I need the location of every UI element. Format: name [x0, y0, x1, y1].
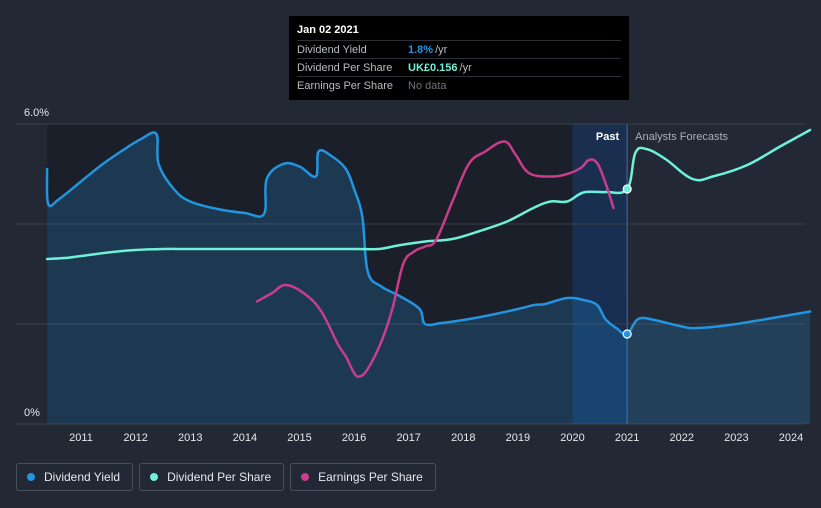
tooltip-value: No data	[408, 79, 447, 92]
tooltip-label: Dividend Per Share	[297, 61, 393, 74]
legend-dot-icon	[150, 473, 159, 481]
line-earnings-per-share	[255, 140, 615, 379]
x-tick-label: 2017	[396, 432, 420, 444]
area-dividend-yield	[46, 132, 811, 424]
tooltip-row-dividend-per-share: Dividend Per Share UK£0.156 /yr	[297, 58, 621, 76]
legend-label: Dividend Per Share	[167, 470, 272, 484]
tooltip-unit: /yr	[435, 43, 448, 56]
x-tick-label: 2012	[123, 432, 147, 444]
tooltip-value: UK£0.156	[408, 61, 458, 74]
tooltip-row-dividend-yield: Dividend Yield 1.8% /yr	[297, 40, 621, 58]
x-tick-label: 2018	[451, 432, 475, 444]
legend-dot-icon	[27, 473, 35, 481]
legend-label: Earnings Per Share	[318, 470, 423, 484]
past-label: Past	[596, 131, 620, 143]
legend-item-dividend-per-share[interactable]: Dividend Per Share	[139, 463, 285, 491]
tooltip-label: Dividend Yield	[297, 43, 367, 56]
chart-legend: Dividend Yield Dividend Per Share Earnin…	[16, 463, 436, 491]
x-tick-label: 2019	[506, 432, 530, 444]
tooltip-date: Jan 02 2021	[297, 24, 359, 36]
highlight-band	[572, 124, 628, 424]
tooltip-label: Earnings Per Share	[297, 79, 393, 92]
line-dividend-per-share	[45, 128, 812, 261]
data-tooltip: Jan 02 2021 Dividend Yield 1.8% /yr Divi…	[289, 16, 629, 100]
marker-dividend-per-share	[622, 184, 632, 194]
x-tick-label: 2011	[69, 432, 93, 444]
y-tick-label: 6.0%	[24, 107, 49, 119]
tooltip-unit: /yr	[459, 61, 472, 74]
legend-item-dividend-yield[interactable]: Dividend Yield	[16, 463, 134, 491]
x-tick-label: 2020	[560, 432, 584, 444]
x-tick-label: 2023	[724, 432, 748, 444]
x-tick-label: 2013	[178, 432, 202, 444]
x-tick-label: 2015	[287, 432, 311, 444]
legend-dot-icon	[301, 473, 310, 481]
marker-dividend-yield	[622, 329, 632, 339]
x-tick-label: 2022	[670, 432, 694, 444]
legend-label: Dividend Yield	[44, 470, 121, 484]
tooltip-row-earnings-per-share: Earnings Per Share No data	[297, 76, 621, 94]
x-tick-label: 2024	[779, 432, 803, 444]
forecast-label: Analysts Forecasts	[635, 131, 728, 143]
x-tick-label: 2014	[233, 432, 257, 444]
x-tick-label: 2021	[615, 432, 639, 444]
tooltip-value: 1.8%	[408, 43, 434, 56]
legend-item-earnings-per-share[interactable]: Earnings Per Share	[290, 463, 436, 491]
x-tick-label: 2016	[342, 432, 366, 444]
y-tick-label: 0%	[24, 407, 40, 419]
